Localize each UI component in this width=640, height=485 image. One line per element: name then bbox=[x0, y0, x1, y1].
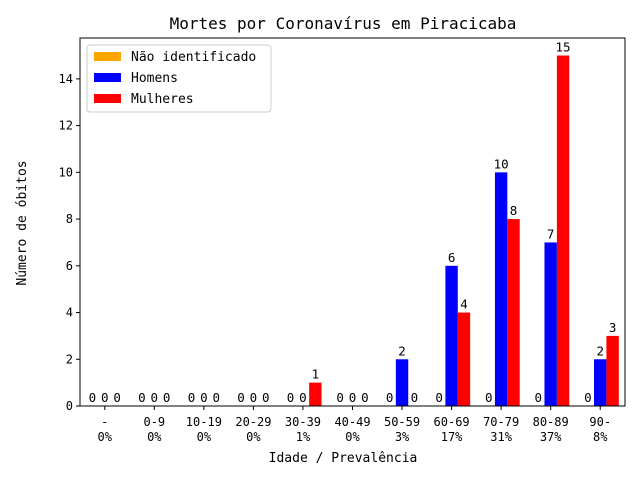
data-label: 0 bbox=[89, 390, 97, 405]
x-tick-label: 20-29 bbox=[235, 415, 271, 429]
data-label: 0 bbox=[535, 390, 543, 405]
legend: Não identificado Homens Mulheres bbox=[86, 44, 272, 113]
y-tick-label: 14 bbox=[59, 72, 73, 86]
x-tick-prevalence: 3% bbox=[395, 430, 410, 444]
x-tick-label: 0-9 bbox=[143, 415, 165, 429]
y-tick-label: 2 bbox=[66, 352, 73, 366]
y-tick-label: 10 bbox=[59, 165, 73, 179]
bar bbox=[594, 359, 607, 406]
x-tick-prevalence: 0% bbox=[197, 430, 212, 444]
data-label: 2 bbox=[398, 343, 406, 358]
data-label: 0 bbox=[299, 390, 307, 405]
legend-box bbox=[86, 44, 272, 113]
data-label: 0 bbox=[113, 390, 121, 405]
legend-entry: Homens bbox=[131, 71, 178, 86]
data-label: 0 bbox=[250, 390, 258, 405]
data-label: 0 bbox=[411, 390, 419, 405]
data-label: 0 bbox=[287, 390, 295, 405]
bar bbox=[309, 382, 322, 406]
bar bbox=[445, 265, 458, 406]
data-label: 4 bbox=[460, 297, 468, 312]
x-tick-prevalence: 1% bbox=[296, 430, 311, 444]
x-tick-prevalence: 0% bbox=[345, 430, 360, 444]
x-tick-label: 40-49 bbox=[334, 415, 370, 429]
chart-title: Mortes por Coronavírus em Piracicaba bbox=[170, 14, 517, 33]
y-axis-label: Número de óbitos bbox=[15, 160, 30, 285]
data-label: 7 bbox=[547, 226, 555, 241]
x-tick-prevalence: 0% bbox=[147, 430, 162, 444]
x-tick-label: 30-39 bbox=[285, 415, 321, 429]
y-tick-label: 8 bbox=[66, 212, 73, 226]
data-label: 0 bbox=[188, 390, 196, 405]
data-label: 0 bbox=[435, 390, 443, 405]
x-tick-label: - bbox=[101, 415, 108, 429]
data-label: 0 bbox=[386, 390, 394, 405]
plot-frame bbox=[79, 37, 626, 407]
data-label: 15 bbox=[556, 40, 571, 55]
x-tick-label: 90- bbox=[589, 415, 611, 429]
data-label: 0 bbox=[262, 390, 270, 405]
bar bbox=[395, 359, 409, 406]
bar bbox=[606, 335, 619, 406]
x-tick-label: 50-59 bbox=[384, 415, 420, 429]
data-label: 0 bbox=[336, 390, 344, 405]
data-label: 6 bbox=[448, 250, 456, 265]
data-label: 0 bbox=[163, 390, 171, 405]
bar bbox=[556, 55, 570, 407]
data-label: 0 bbox=[138, 390, 146, 405]
bar bbox=[457, 312, 471, 406]
y-tick-label: 0 bbox=[66, 399, 73, 413]
legend-swatch bbox=[94, 94, 121, 103]
legend-entry: Mulheres bbox=[131, 92, 194, 107]
legend-swatch bbox=[94, 52, 121, 61]
bar bbox=[544, 242, 557, 406]
data-label: 0 bbox=[349, 390, 357, 405]
x-tick-prevalence: 0% bbox=[246, 430, 261, 444]
bar bbox=[494, 172, 508, 406]
data-label: 2 bbox=[596, 343, 604, 358]
x-tick-label: 80-89 bbox=[533, 415, 569, 429]
y-tick-label: 4 bbox=[66, 306, 73, 320]
x-tick-label: 60-69 bbox=[434, 415, 470, 429]
bar bbox=[507, 219, 520, 406]
data-label: 0 bbox=[361, 390, 369, 405]
data-label: 3 bbox=[609, 320, 617, 335]
axes-layer: -0%0-90%10-190%20-290%30-391%40-490%50-5… bbox=[59, 37, 626, 444]
x-tick-label: 10-19 bbox=[186, 415, 222, 429]
data-label: 10 bbox=[494, 156, 509, 171]
data-label: 0 bbox=[151, 390, 159, 405]
legend-swatch bbox=[94, 73, 121, 82]
legend-entry: Não identificado bbox=[131, 50, 256, 65]
data-label: 0 bbox=[584, 390, 592, 405]
x-axis-label: Idade / Prevalência bbox=[269, 451, 418, 466]
data-label: 8 bbox=[510, 203, 518, 218]
x-tick-prevalence: 17% bbox=[441, 430, 463, 444]
x-tick-prevalence: 0% bbox=[98, 430, 113, 444]
data-label: 0 bbox=[212, 390, 220, 405]
data-label: 0 bbox=[485, 390, 493, 405]
y-tick-label: 6 bbox=[66, 259, 73, 273]
x-tick-prevalence: 8% bbox=[593, 430, 608, 444]
x-tick-prevalence: 31% bbox=[490, 430, 512, 444]
data-label: 0 bbox=[101, 390, 109, 405]
data-label: 0 bbox=[237, 390, 245, 405]
bars-layer bbox=[309, 55, 619, 407]
x-tick-label: 70-79 bbox=[483, 415, 519, 429]
data-label: 1 bbox=[312, 367, 320, 382]
x-tick-prevalence: 37% bbox=[540, 430, 562, 444]
data-label: 0 bbox=[200, 390, 208, 405]
y-tick-label: 12 bbox=[59, 119, 73, 133]
